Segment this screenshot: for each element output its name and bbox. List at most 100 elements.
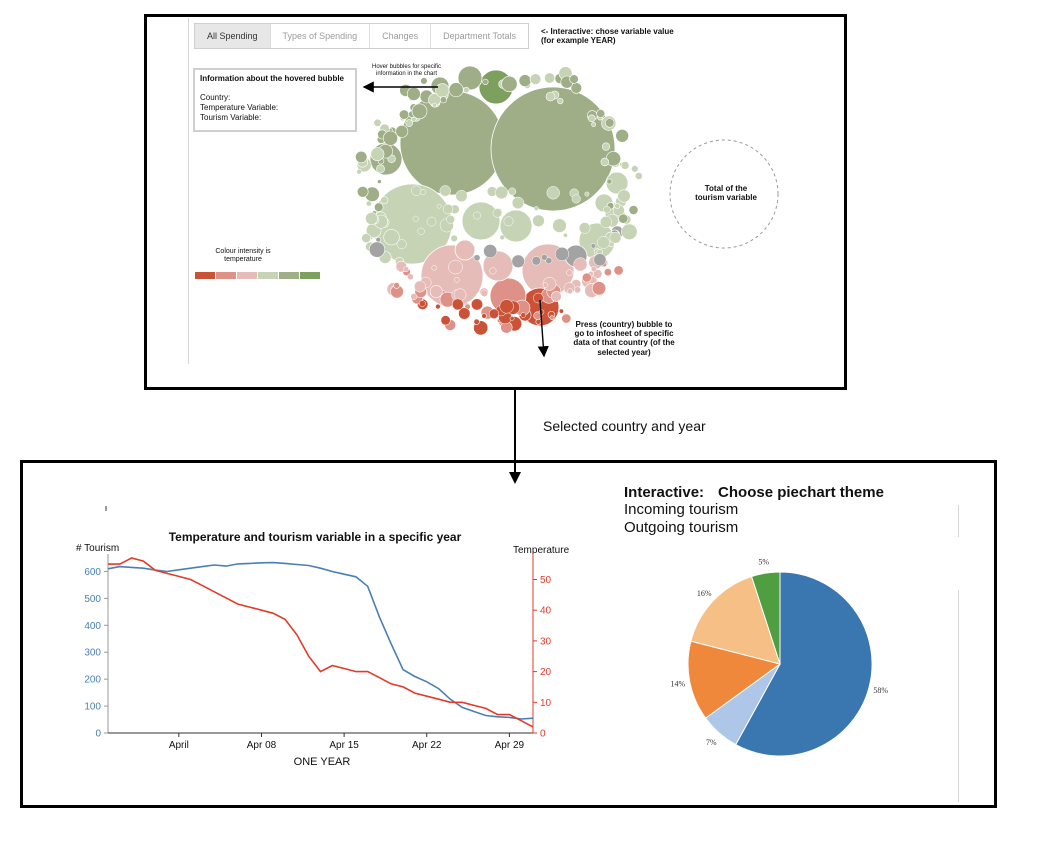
country-bubble[interactable]: [481, 313, 487, 319]
country-bubble[interactable]: [545, 257, 553, 265]
country-bubble[interactable]: [567, 288, 574, 295]
country-bubble[interactable]: [615, 129, 630, 143]
country-bubble[interactable]: [412, 215, 419, 222]
country-bubble[interactable]: [355, 150, 368, 164]
country-bubble[interactable]: [495, 186, 509, 200]
country-bubble[interactable]: [446, 215, 455, 224]
country-bubble[interactable]: [420, 77, 428, 85]
country-bubble[interactable]: [395, 124, 409, 138]
country-bubble[interactable]: [593, 253, 607, 267]
country-bubble[interactable]: [383, 229, 400, 246]
country-bubble[interactable]: [531, 256, 541, 266]
country-bubble[interactable]: [634, 172, 643, 180]
country-bubble[interactable]: [432, 102, 437, 108]
country-bubble[interactable]: [435, 83, 450, 98]
country-bubble[interactable]: [499, 299, 514, 314]
tourism-pie-chart[interactable]: 58% 7% 14% 16% 5%: [670, 557, 888, 757]
country-bubble[interactable]: [458, 307, 471, 320]
country-bubble[interactable]: [396, 239, 407, 250]
tab-changes[interactable]: Changes: [370, 24, 432, 48]
country-bubble[interactable]: [549, 315, 555, 320]
country-bubble[interactable]: [511, 196, 525, 210]
tab-all-spending[interactable]: All Spending: [195, 24, 271, 48]
country-bubble[interactable]: [455, 189, 468, 203]
country-bubble[interactable]: [414, 280, 426, 293]
option-outgoing-tourism[interactable]: Outgoing tourism: [624, 519, 739, 536]
country-bubble[interactable]: [578, 222, 591, 234]
country-bubble[interactable]: [435, 303, 441, 310]
country-bubble[interactable]: [509, 316, 515, 321]
country-bubble[interactable]: [439, 185, 451, 197]
country-bubble[interactable]: [631, 165, 639, 173]
country-bubble[interactable]: [419, 188, 427, 196]
country-bubble[interactable]: [587, 114, 596, 123]
country-bubble[interactable]: [621, 223, 638, 241]
country-bubble[interactable]: [374, 202, 384, 212]
country-bubble[interactable]: [417, 227, 425, 235]
country-bubble[interactable]: [489, 267, 497, 275]
country-bubble[interactable]: [356, 168, 362, 175]
country-bubble[interactable]: [377, 179, 382, 184]
country-bubble[interactable]: [492, 208, 502, 218]
country-bubble[interactable]: [599, 216, 613, 229]
country-bubble[interactable]: [373, 118, 382, 127]
country-bubble[interactable]: [552, 218, 567, 233]
country-bubble[interactable]: [376, 164, 385, 174]
bubble-cluster[interactable]: [355, 65, 643, 336]
country-bubble[interactable]: [482, 78, 489, 85]
country-bubble[interactable]: [410, 293, 418, 301]
country-bubble[interactable]: [581, 272, 592, 283]
country-bubble[interactable]: [508, 187, 517, 196]
country-bubble[interactable]: [473, 211, 481, 220]
pie-slice[interactable]: [690, 575, 781, 665]
country-bubble[interactable]: [454, 239, 476, 261]
country-bubble[interactable]: [450, 234, 458, 242]
country-bubble[interactable]: [618, 213, 629, 224]
country-bubble[interactable]: [457, 65, 483, 91]
country-bubble[interactable]: [463, 86, 470, 94]
country-bubble[interactable]: [436, 203, 442, 209]
country-bubble[interactable]: [561, 313, 572, 324]
country-bubble[interactable]: [370, 147, 385, 161]
country-bubble[interactable]: [569, 74, 579, 84]
country-bubble[interactable]: [532, 214, 545, 227]
country-bubble[interactable]: [603, 205, 611, 214]
country-bubble[interactable]: [393, 282, 400, 289]
country-bubble[interactable]: [440, 315, 451, 326]
country-bubble[interactable]: [448, 259, 463, 275]
country-bubble[interactable]: [590, 266, 597, 272]
country-bubble[interactable]: [518, 74, 532, 87]
tab-types-of-spending[interactable]: Types of Spending: [271, 24, 371, 48]
country-bubble[interactable]: [614, 202, 621, 209]
country-bubble[interactable]: [596, 109, 606, 118]
country-bubble[interactable]: [609, 231, 622, 244]
country-bubble[interactable]: [480, 289, 488, 297]
country-bubble[interactable]: [488, 308, 500, 319]
country-bubble[interactable]: [453, 276, 460, 283]
country-bubble[interactable]: [501, 75, 518, 93]
pie-slice[interactable]: [735, 571, 873, 757]
country-bubble[interactable]: [439, 96, 447, 104]
country-bubble[interactable]: [603, 268, 612, 277]
country-bubble[interactable]: [557, 97, 564, 105]
country-bubble[interactable]: [406, 87, 421, 101]
country-bubble[interactable]: [591, 122, 596, 127]
country-bubble[interactable]: [520, 312, 527, 318]
country-bubble[interactable]: [473, 254, 481, 262]
pie-slice[interactable]: [687, 640, 782, 719]
country-bubble[interactable]: [448, 82, 464, 98]
country-bubble[interactable]: [365, 212, 378, 225]
country-bubble[interactable]: [545, 91, 556, 102]
country-bubble[interactable]: [604, 118, 615, 128]
country-bubble[interactable]: [418, 300, 426, 307]
country-bubble[interactable]: [375, 236, 382, 243]
country-bubble[interactable]: [426, 216, 437, 227]
country-bubble[interactable]: [617, 189, 631, 203]
country-bubble[interactable]: [382, 130, 398, 146]
country-bubble[interactable]: [399, 109, 410, 120]
country-bubble[interactable]: [442, 203, 454, 215]
country-bubble[interactable]: [620, 161, 630, 170]
country-bubble[interactable]: [544, 72, 556, 84]
country-bubble[interactable]: [628, 205, 639, 215]
country-bubble[interactable]: [606, 178, 613, 185]
